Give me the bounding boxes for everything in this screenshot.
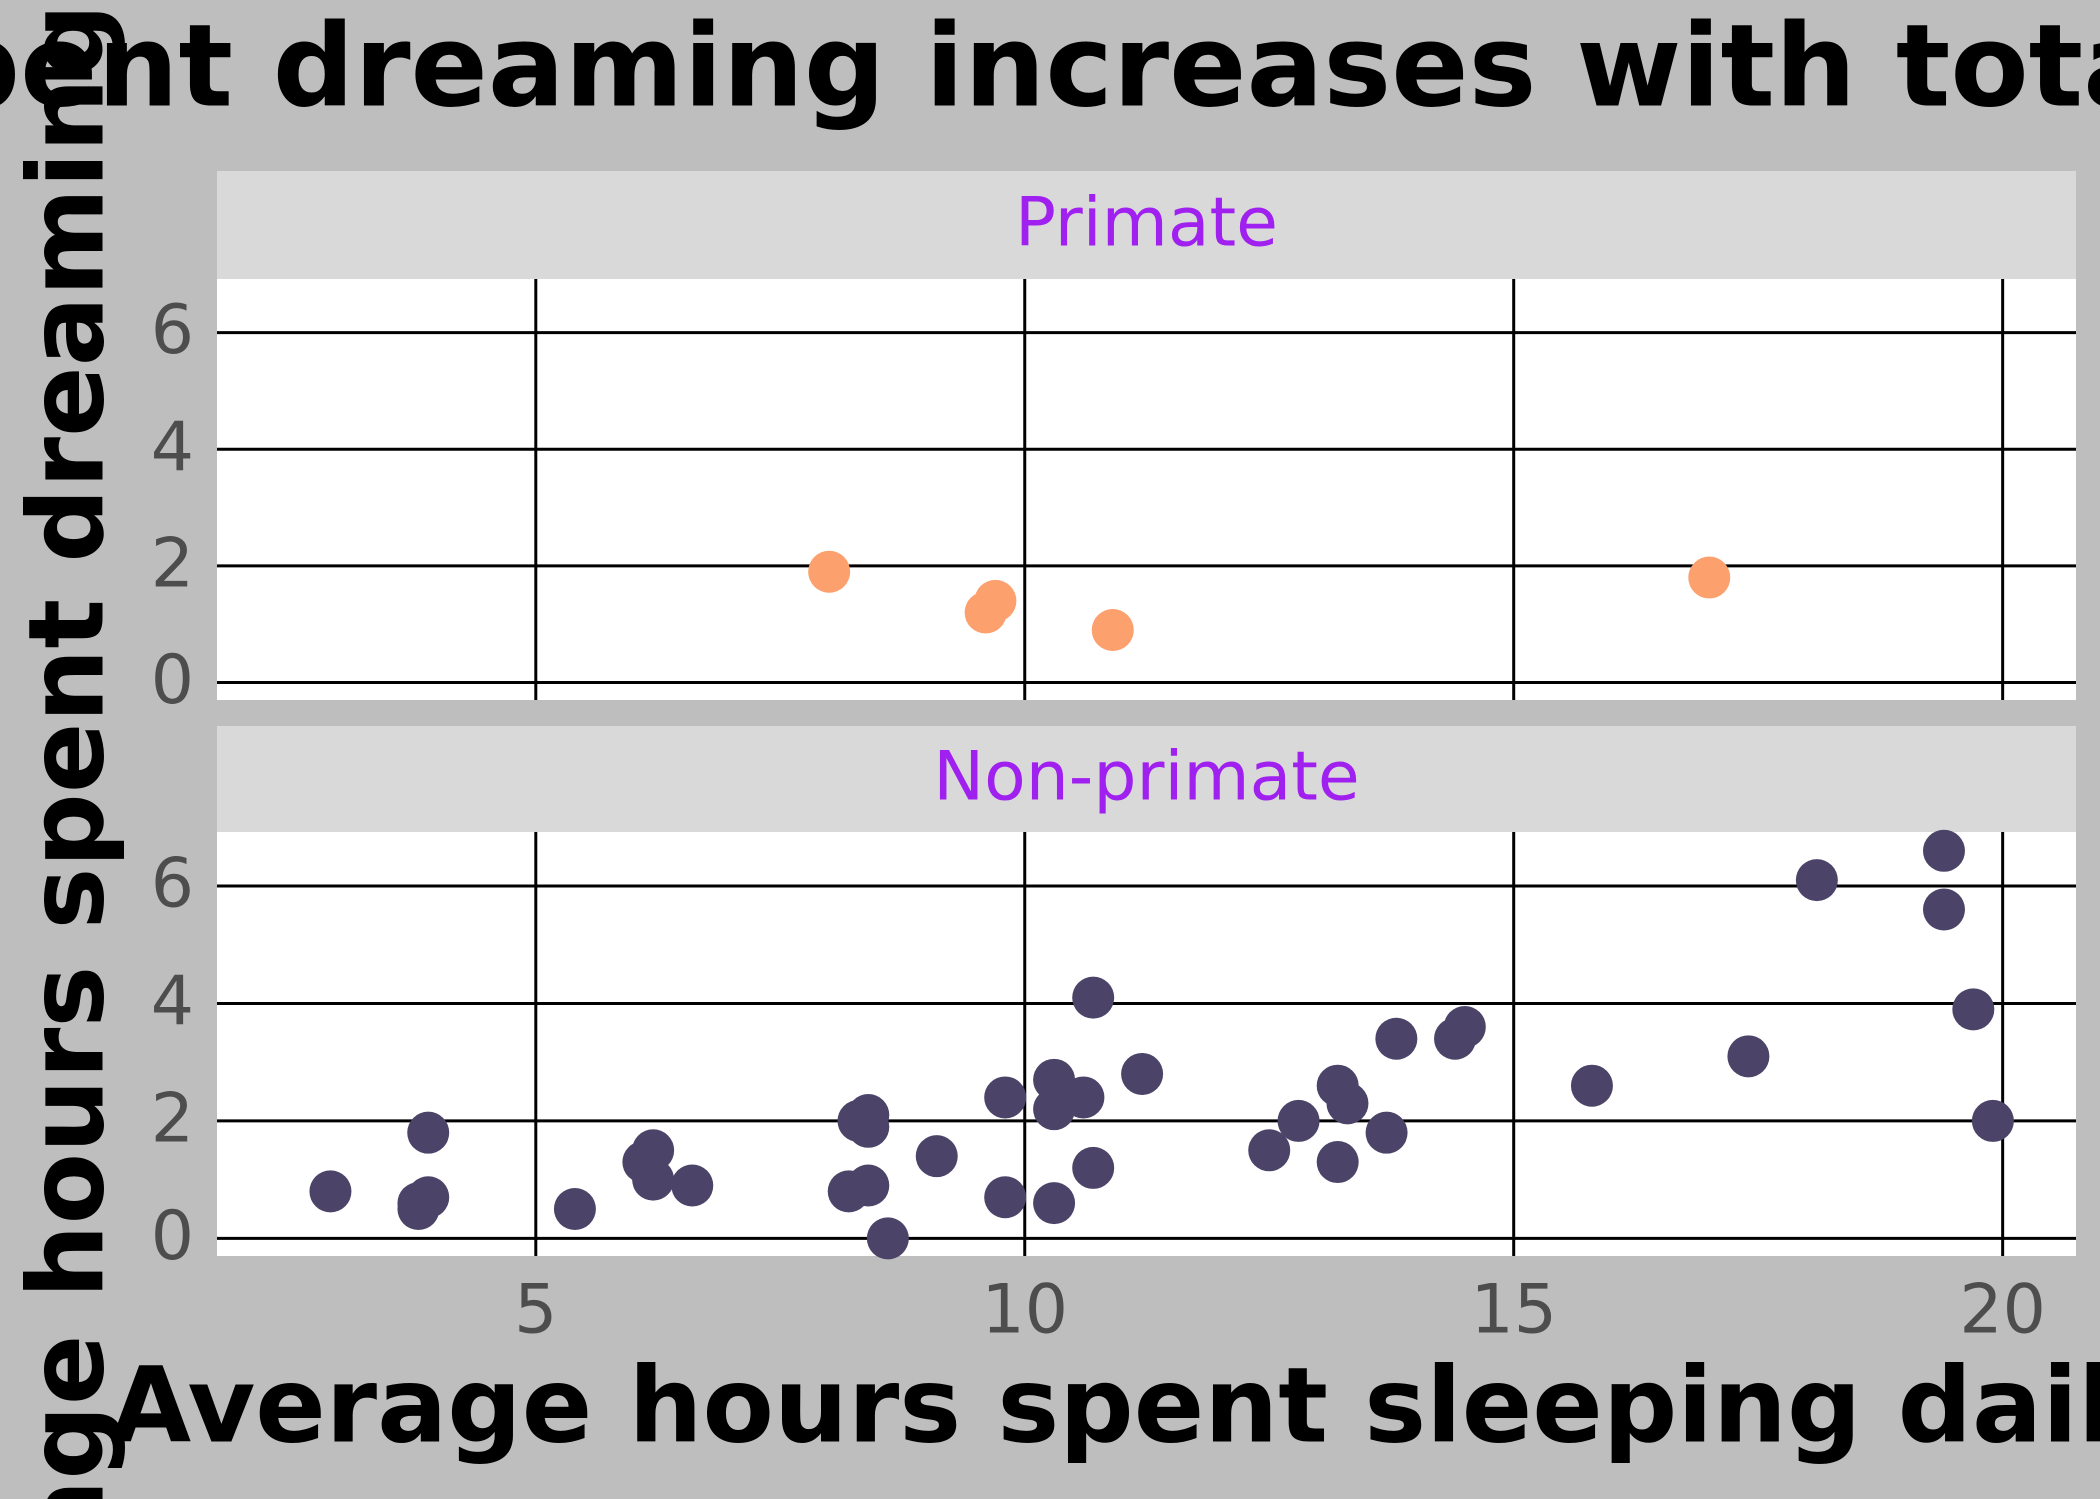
x-tick-label: 20 [1959, 1271, 2046, 1350]
point [984, 1176, 1027, 1219]
chart-title: Time spent dreaming increases with total… [0, 0, 2100, 132]
y-tick-label: 0 [151, 641, 194, 720]
point [1121, 1052, 1164, 1095]
plot-area [217, 279, 2076, 700]
y-tick-label: 2 [151, 524, 194, 603]
point [1443, 1005, 1486, 1048]
point [1375, 1017, 1418, 1060]
point [847, 1164, 890, 1207]
point [984, 1076, 1027, 1119]
y-tick-label: 2 [151, 1079, 194, 1158]
y-tick-label: 6 [151, 291, 194, 370]
point [1365, 1111, 1408, 1154]
x-axis-label: Average hours spent sleeping daily [111, 1344, 2100, 1466]
strip-label: Non-primate [933, 738, 1360, 817]
point [1277, 1099, 1320, 1142]
plot-area [217, 832, 2076, 1256]
point [671, 1164, 714, 1207]
x-tick-label: 10 [981, 1271, 1068, 1350]
point [407, 1111, 450, 1154]
point [866, 1217, 909, 1260]
point [808, 550, 851, 593]
y-tick-label: 0 [151, 1197, 194, 1276]
point [915, 1135, 958, 1178]
point [1072, 1146, 1115, 1189]
point [847, 1105, 890, 1148]
point [1727, 1035, 1770, 1078]
y-tick-label: 4 [151, 962, 194, 1041]
point [1248, 1129, 1291, 1172]
y-tick-label: 6 [151, 845, 194, 924]
point [1326, 1082, 1369, 1125]
point [407, 1176, 450, 1219]
point [1570, 1064, 1613, 1107]
strip-label: Primate [1015, 184, 1278, 263]
point [1316, 1141, 1359, 1184]
strip [217, 171, 2076, 279]
point [309, 1170, 352, 1213]
y-axis-label: Average hours spent dreaming daily [5, 0, 127, 1499]
point [1952, 988, 1995, 1031]
point [1091, 609, 1134, 652]
point [1922, 829, 1965, 872]
point [1922, 888, 1965, 931]
point [632, 1129, 675, 1172]
point [1688, 556, 1731, 599]
strip [217, 726, 2076, 832]
y-tick-label: 4 [151, 408, 194, 487]
point [632, 1158, 675, 1201]
point [1062, 1076, 1105, 1119]
point [974, 579, 1017, 622]
point [1795, 859, 1838, 902]
point [1033, 1182, 1076, 1225]
point [1072, 976, 1115, 1019]
x-tick-label: 5 [514, 1271, 557, 1350]
point [1971, 1099, 2014, 1142]
x-tick-label: 15 [1470, 1271, 1557, 1350]
point [553, 1188, 596, 1231]
